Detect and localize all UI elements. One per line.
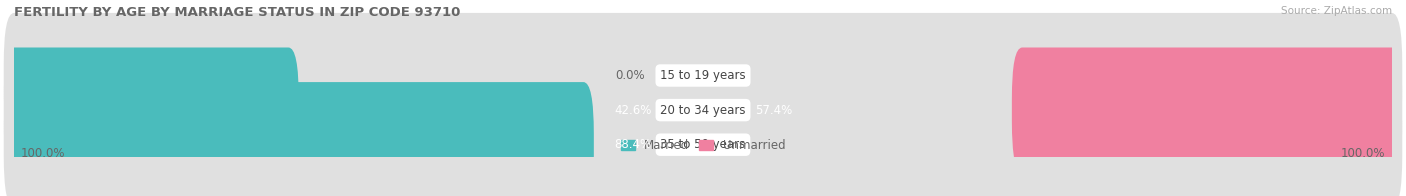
Text: 20 to 34 years: 20 to 34 years xyxy=(661,104,745,117)
Text: FERTILITY BY AGE BY MARRIAGE STATUS IN ZIP CODE 93710: FERTILITY BY AGE BY MARRIAGE STATUS IN Z… xyxy=(14,6,460,19)
Legend: Married, Unmarried: Married, Unmarried xyxy=(616,134,790,157)
Text: 100.0%: 100.0% xyxy=(21,147,66,160)
Text: 15 to 19 years: 15 to 19 years xyxy=(661,69,745,82)
Text: 42.6%: 42.6% xyxy=(614,104,651,117)
Text: 0.0%: 0.0% xyxy=(614,69,644,82)
Text: 100.0%: 100.0% xyxy=(1340,147,1385,160)
Text: 35 to 50 years: 35 to 50 years xyxy=(661,138,745,151)
Text: 88.4%: 88.4% xyxy=(614,138,651,151)
FancyBboxPatch shape xyxy=(4,13,1402,138)
FancyBboxPatch shape xyxy=(1308,82,1402,196)
FancyBboxPatch shape xyxy=(4,82,593,196)
FancyBboxPatch shape xyxy=(4,47,299,173)
FancyBboxPatch shape xyxy=(1012,47,1402,173)
FancyBboxPatch shape xyxy=(4,82,1402,196)
Text: 57.4%: 57.4% xyxy=(755,104,792,117)
Text: Source: ZipAtlas.com: Source: ZipAtlas.com xyxy=(1281,6,1392,16)
FancyBboxPatch shape xyxy=(4,47,1402,173)
